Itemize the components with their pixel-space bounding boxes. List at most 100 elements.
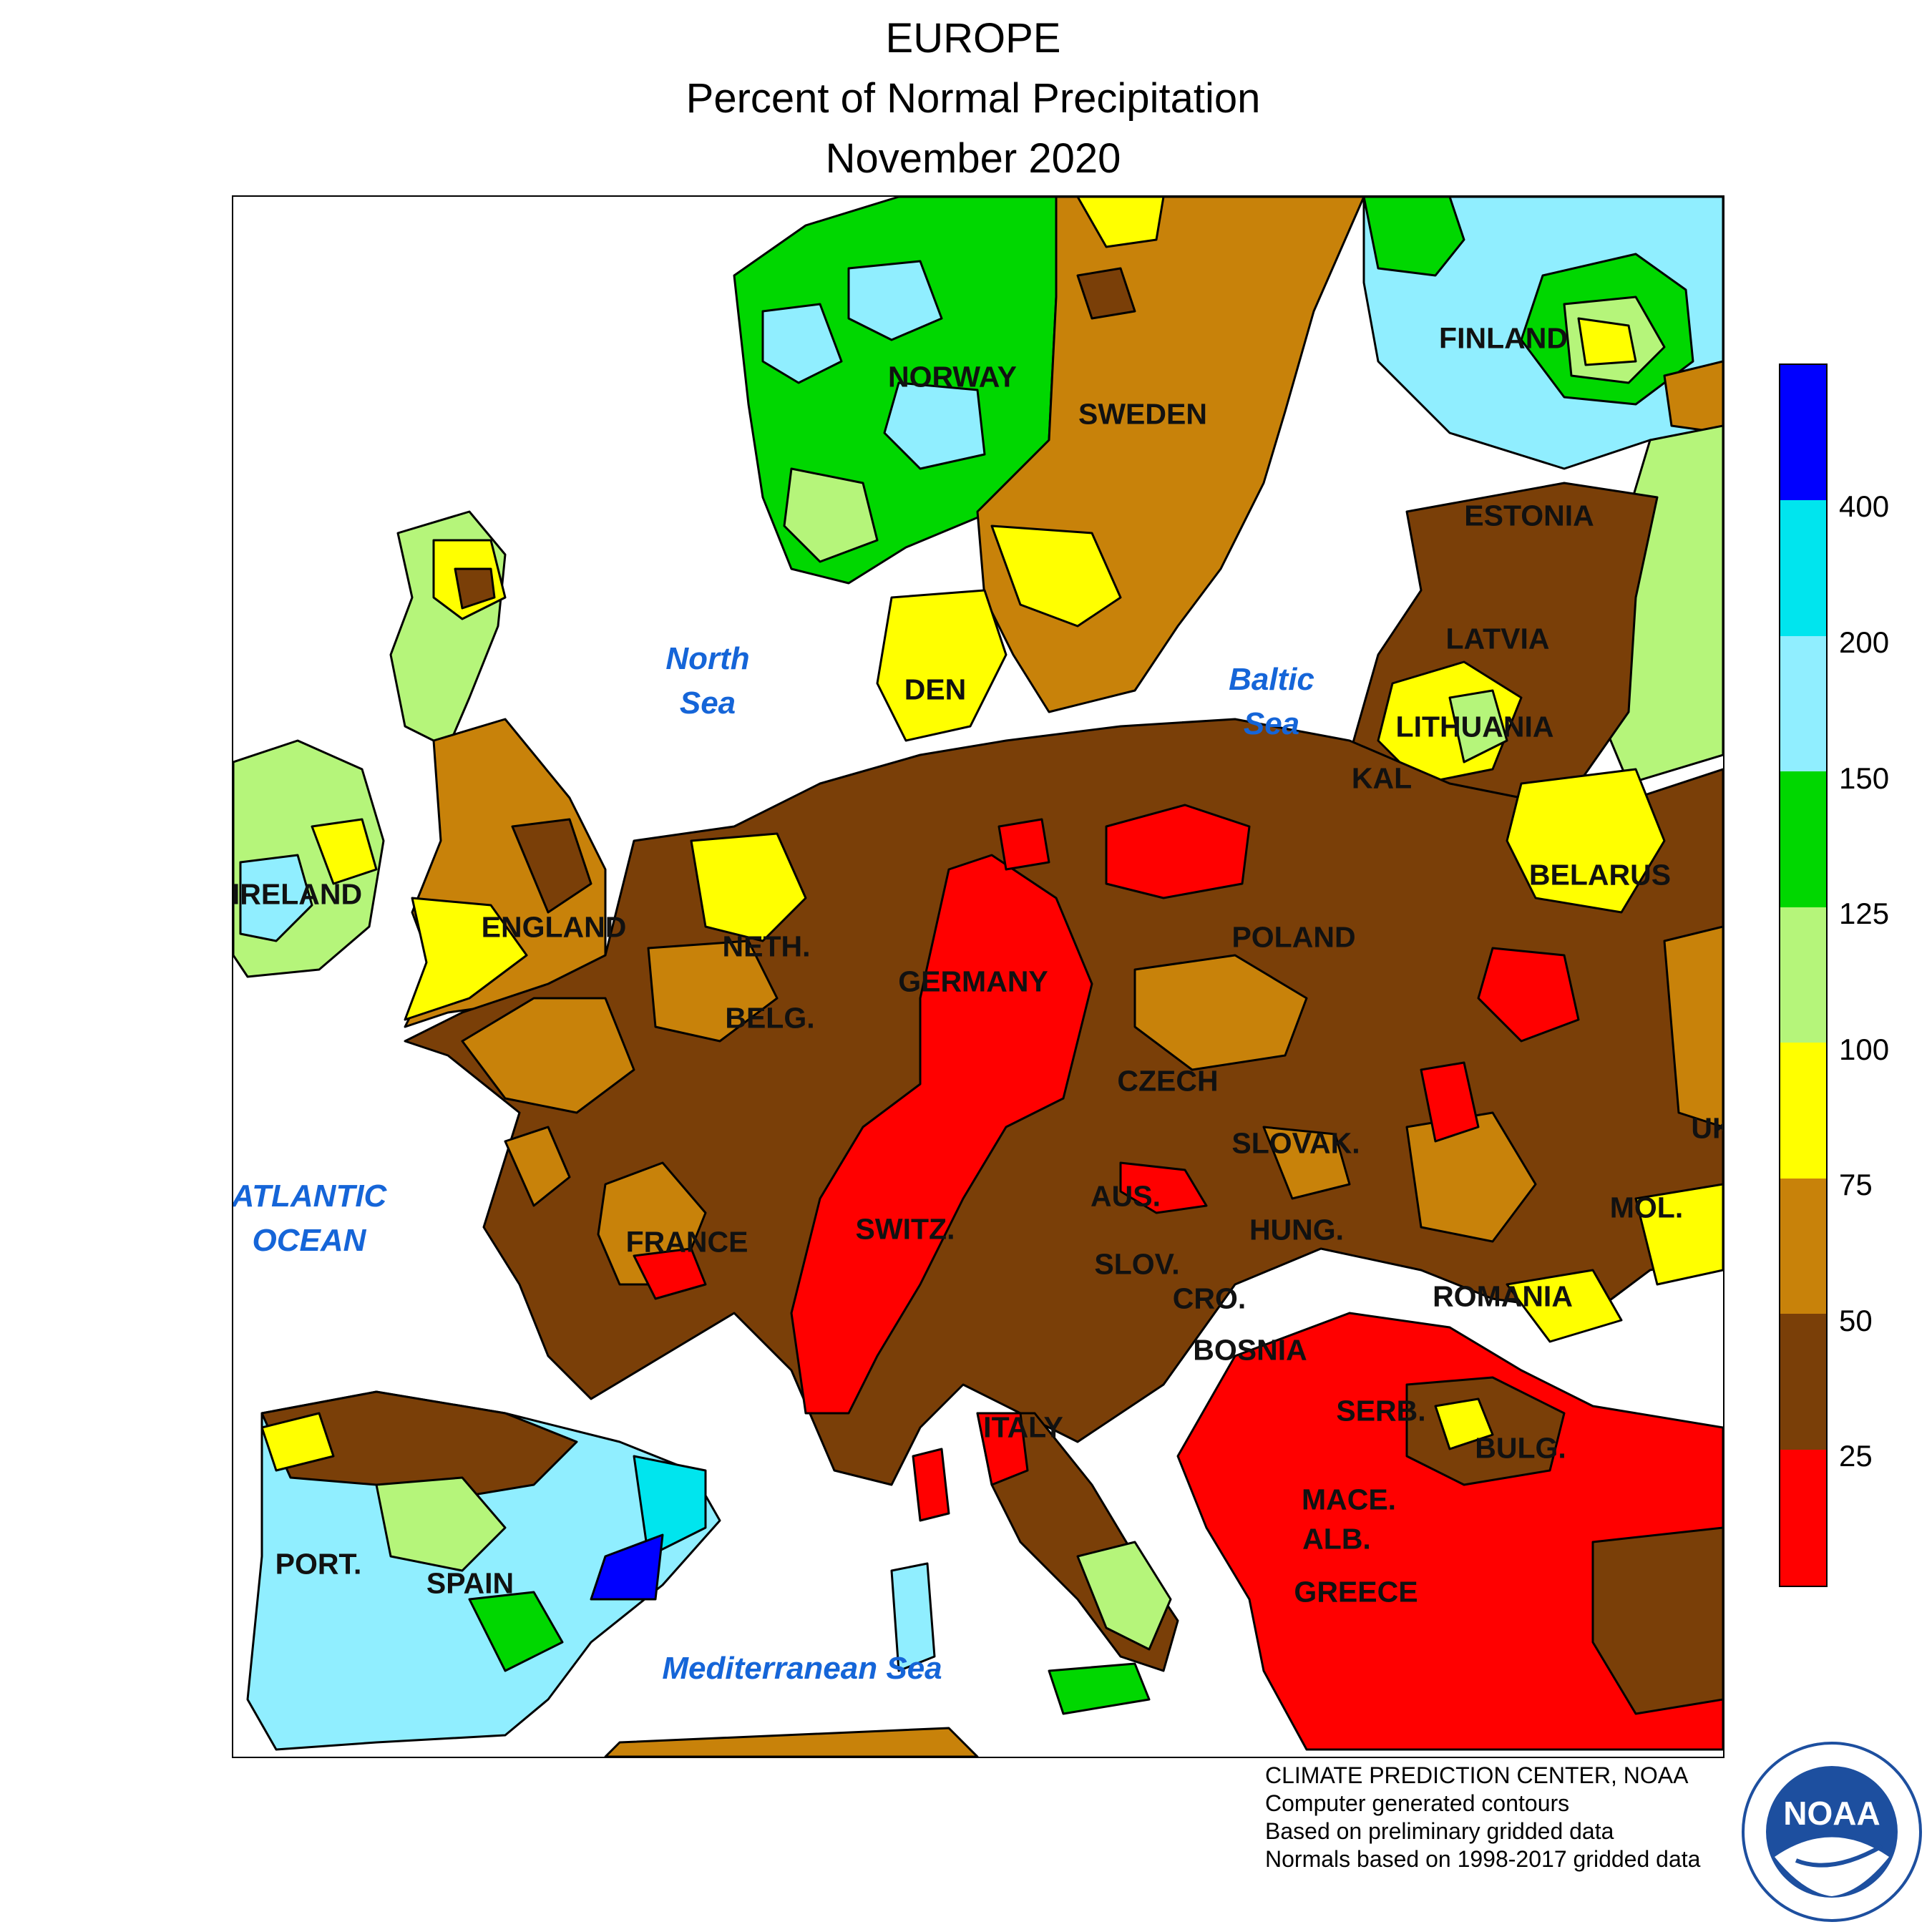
country-label: FRANCE: [625, 1225, 748, 1259]
region-turkey-brown: [1591, 1526, 1723, 1715]
region-france-patch1: [461, 997, 635, 1114]
region-ukraine-east: [1663, 925, 1723, 1128]
region-italy-south: [1076, 1541, 1172, 1651]
region-romania-patch: [1405, 1111, 1537, 1243]
legend-bin: [1780, 1179, 1826, 1314]
region-ireland-yellow: [311, 818, 378, 885]
map-period: November 2020: [825, 135, 1121, 182]
country-label: ENGLAND: [481, 910, 627, 944]
country-label: NETH.: [722, 930, 811, 963]
country-label: GERMANY: [898, 965, 1048, 998]
region-norway-cyan2: [883, 381, 986, 470]
region-belarus: [1506, 768, 1666, 914]
region-spain-blue: [590, 1533, 664, 1601]
region-norway-cyan3: [847, 260, 943, 341]
country-label: IRELAND: [232, 877, 363, 911]
country-label: DEN: [904, 673, 967, 706]
legend-bin: [1780, 1314, 1826, 1450]
legend-tick: 150: [1839, 761, 1890, 795]
region-sweden-yellow: [990, 525, 1122, 628]
legend-tick: 125: [1839, 897, 1890, 930]
country-label: CRO.: [1172, 1282, 1246, 1315]
region-norway-south: [783, 467, 879, 563]
region-ireland-cyan: [239, 854, 313, 942]
region-england-yellow: [404, 897, 528, 1021]
country-label: LITHUANIA: [1395, 710, 1554, 743]
region-port-yellow: [260, 1412, 335, 1472]
country-label: SWITZ.: [855, 1212, 955, 1246]
map-title: Percent of Normal Precipitation: [686, 75, 1261, 122]
credits-block: CLIMATE PREDICTION CENTER, NOAA Computer…: [1265, 1762, 1700, 1873]
country-label: KAL: [1351, 761, 1413, 795]
credit-line: Computer generated contours: [1265, 1790, 1570, 1816]
color-legend: [1779, 364, 1828, 1587]
map-canvas: [233, 197, 1723, 1757]
country-label: CZECH: [1117, 1064, 1219, 1098]
region-corsica: [912, 1448, 950, 1522]
region-spain-green: [375, 1476, 507, 1572]
region-balkans-red: [1176, 1312, 1723, 1751]
legend-bin: [1780, 1450, 1826, 1586]
region-spain-north: [260, 1390, 578, 1501]
region-france-patch3: [504, 1126, 571, 1207]
legend-tick: 400: [1839, 489, 1890, 523]
country-label: AUS.: [1091, 1179, 1161, 1213]
legend-tick: 100: [1839, 1033, 1890, 1066]
region-norway-cyan1: [761, 303, 843, 384]
country-label: LATVIA: [1445, 622, 1550, 655]
region-spain-cyan: [633, 1455, 707, 1558]
sea-label: Mediterranean Sea: [662, 1651, 942, 1686]
region-central-red: [790, 854, 1093, 1415]
region-romania-red: [1420, 1061, 1480, 1143]
precipitation-map: FINLAND NORWAY SWEDEN ESTONIA LATVIA LIT…: [232, 195, 1724, 1758]
legend-bin: [1780, 771, 1826, 907]
region-czech-patch: [1133, 954, 1308, 1071]
credit-line: Based on preliminary gridded data: [1265, 1818, 1614, 1844]
region-sweden-top: [1076, 197, 1165, 248]
country-label: GREECE: [1294, 1575, 1418, 1609]
country-label: SLOV.: [1094, 1247, 1180, 1281]
country-label: PORT.: [275, 1547, 362, 1581]
country-label: BELG.: [725, 1001, 815, 1035]
noaa-logo: NOAA: [1742, 1742, 1922, 1922]
sea-label: Baltic Sea: [1229, 662, 1314, 741]
region-north-africa: [604, 1727, 979, 1757]
country-label: BULG.: [1475, 1431, 1566, 1465]
region-finland-east: [1663, 360, 1723, 434]
region-france-red: [633, 1247, 707, 1300]
region-poland-red: [1105, 804, 1251, 899]
region-lithuania-green: [1448, 689, 1508, 763]
region-italy-red: [976, 1412, 1029, 1486]
legend-bin: [1780, 907, 1826, 1043]
legend-tick: 200: [1839, 625, 1890, 659]
country-label: SLOVAK.: [1231, 1126, 1360, 1160]
country-label: UK: [1691, 1111, 1723, 1145]
region-sweden-dark: [1076, 267, 1136, 320]
country-label: ALB.: [1302, 1522, 1371, 1556]
noaa-logo-text: NOAA: [1783, 1795, 1880, 1832]
region-belgium: [647, 940, 779, 1043]
legend-tick: 25: [1839, 1439, 1873, 1473]
country-label: SERB.: [1336, 1394, 1426, 1428]
region-finland-north-green: [1362, 197, 1465, 277]
legend-bin: [1780, 500, 1826, 636]
credit-line: Normals based on 1998-2017 gridded data: [1265, 1846, 1701, 1872]
legend-bin: [1780, 365, 1826, 500]
country-label: BOSNIA: [1193, 1333, 1307, 1367]
country-label: HUNG.: [1249, 1213, 1345, 1246]
region-spain-green2: [468, 1591, 564, 1672]
map-region-title: EUROPE: [885, 15, 1061, 62]
region-moldova: [1634, 1183, 1723, 1286]
region-germany-red-small: [997, 818, 1050, 871]
legend-bin: [1780, 636, 1826, 771]
country-label: MOL.: [1609, 1191, 1684, 1224]
legend-bin: [1780, 1043, 1826, 1179]
country-label: ESTONIA: [1464, 499, 1594, 532]
country-label: FINLAND: [1439, 321, 1568, 355]
country-label: MACE.: [1301, 1483, 1397, 1516]
credit-line: CLIMATE PREDICTION CENTER, NOAA: [1265, 1762, 1689, 1788]
region-aus-red: [1119, 1161, 1208, 1214]
country-label: SWEDEN: [1078, 397, 1207, 431]
country-label: ITALY: [983, 1410, 1063, 1444]
country-label: SPAIN: [426, 1566, 514, 1600]
